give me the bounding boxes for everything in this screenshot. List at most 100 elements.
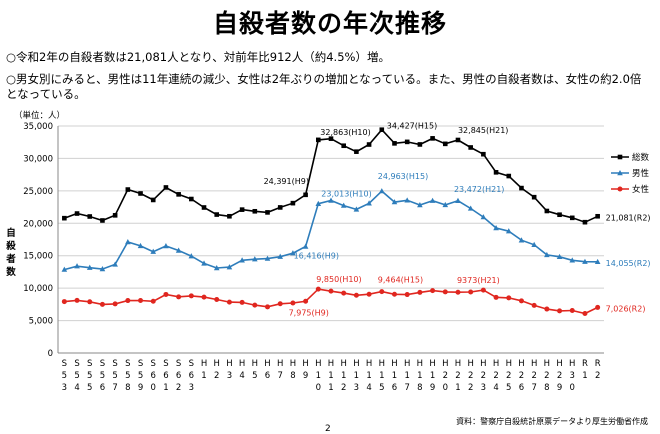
x-tick-label-char: 8 [417,383,422,393]
x-tick-label-char: 2 [176,383,181,393]
data-point [188,293,194,299]
x-tick-label-char: H [277,359,283,369]
data-point [531,194,537,200]
x-tick-label: H 1 7 [404,359,410,393]
data-point [316,137,321,143]
x-tick-label: H 1 4 [366,359,372,393]
data-point [328,136,334,141]
data-point [341,143,346,149]
x-tick-label: H2 [214,359,220,381]
x-tick-label-char: 1 [354,371,359,381]
data-point [379,127,385,133]
x-tick-label-char: H [264,359,270,369]
x-tick-label-char: 0 [151,383,156,393]
x-tick-label-char: 0 [316,383,321,393]
x-tick-label-char: 6 [189,371,194,381]
x-tick-label-char: H [455,359,461,369]
x-tick-label: S 5 5 [87,359,92,393]
data-point [112,261,118,267]
source-note: 資料：警察庁自殺統計原票データより厚生労働省作成 [456,417,648,426]
data-point [214,297,220,303]
data-point [544,306,550,312]
x-tick-label-char: 6 [519,383,524,393]
data-point [163,291,169,297]
data-point [531,302,537,308]
y-tick-labels: 0 5,000 10,000 15,000 20,000 25,000 30,000 35,0… [23,122,53,359]
data-point [61,299,67,305]
data-label: 34,427(H15) [387,122,437,131]
data-point [366,291,372,297]
x-tick-label-char: H [506,359,512,369]
data-point [138,191,143,196]
data-point [378,188,385,194]
data-point [391,199,398,205]
x-tick-label-char: 5 [62,371,67,381]
data-point [302,243,309,249]
data-point [569,257,576,263]
x-tick-label-char: 0 [570,383,575,393]
series-triangle [61,188,601,272]
y-tick-label: 15,000 [23,252,53,262]
data-point [265,210,270,215]
data-point [518,298,524,304]
x-tick-label-char: 3 [227,371,232,381]
data-point [86,264,93,270]
x-tick-label-char: 4 [493,383,498,393]
x-tick-label: S 6 3 [189,359,194,393]
x-tick-label: S 5 6 [100,359,105,393]
x-tick-label-char: 2 [531,371,536,381]
x-tick-label-char: 6 [265,371,270,381]
x-tick-label-char: R [582,359,588,369]
x-tick-label-char: 1 [201,371,206,381]
x-tick-label-char: H [290,359,296,369]
y-axis-label-char: 数 [5,266,16,278]
x-tick-label-char: H [226,359,232,369]
x-tick-label-char: H [480,359,486,369]
data-point [544,251,550,258]
x-tick-label-char: 4 [74,383,79,393]
x-tick-label-char: 1 [163,383,168,393]
x-tick-label-char: 1 [430,371,435,381]
x-tick-label: H8 [290,359,296,381]
data-label: 23,472(H21) [454,185,504,194]
y-tick-label: 0 [48,349,53,359]
legend-item: 男性 [611,168,650,179]
data-point [480,287,486,293]
x-tick-label-char: 2 [519,371,524,381]
y-axis-label-char: 自 [6,227,16,239]
x-tick-label: H 2 1 [455,359,461,393]
data-point [176,294,182,300]
data-point [226,264,233,270]
data-point [87,299,93,305]
data-point [340,202,347,208]
data-point [303,298,309,304]
x-tick-label-char: 2 [468,383,473,393]
data-label: 9,464(H15) [378,276,423,285]
data-point [239,299,245,305]
x-tick-label-char: S [163,359,168,369]
x-tick-label-char: 2 [443,371,448,381]
data-point [354,149,359,154]
data-label: 21,081(R2) [606,213,651,222]
data-point [150,298,156,304]
data-point [112,301,118,307]
x-tick-label: H4 [239,359,245,381]
data-point [506,295,512,301]
legend-item: 女性 [611,184,650,195]
data-point [303,192,308,198]
x-tick-label: H3 [226,359,232,381]
data-point [290,300,296,306]
x-tick-label-char: 7 [531,383,536,393]
x-tick-label-char: 2 [595,371,600,381]
x-tick-label-char: 2 [506,371,511,381]
x-tick-label-char: H [340,359,346,369]
x-tick-label-char: H [391,359,397,369]
x-tick-label-char: 5 [138,371,143,381]
y-axis-label-char: 者 [5,253,16,265]
x-tick-label-char: 6 [392,383,397,393]
y-tick-label: 10,000 [23,284,53,294]
data-point [176,192,181,197]
data-point [417,142,423,147]
x-tick-label-char: 1 [582,371,587,381]
data-point [519,185,524,191]
